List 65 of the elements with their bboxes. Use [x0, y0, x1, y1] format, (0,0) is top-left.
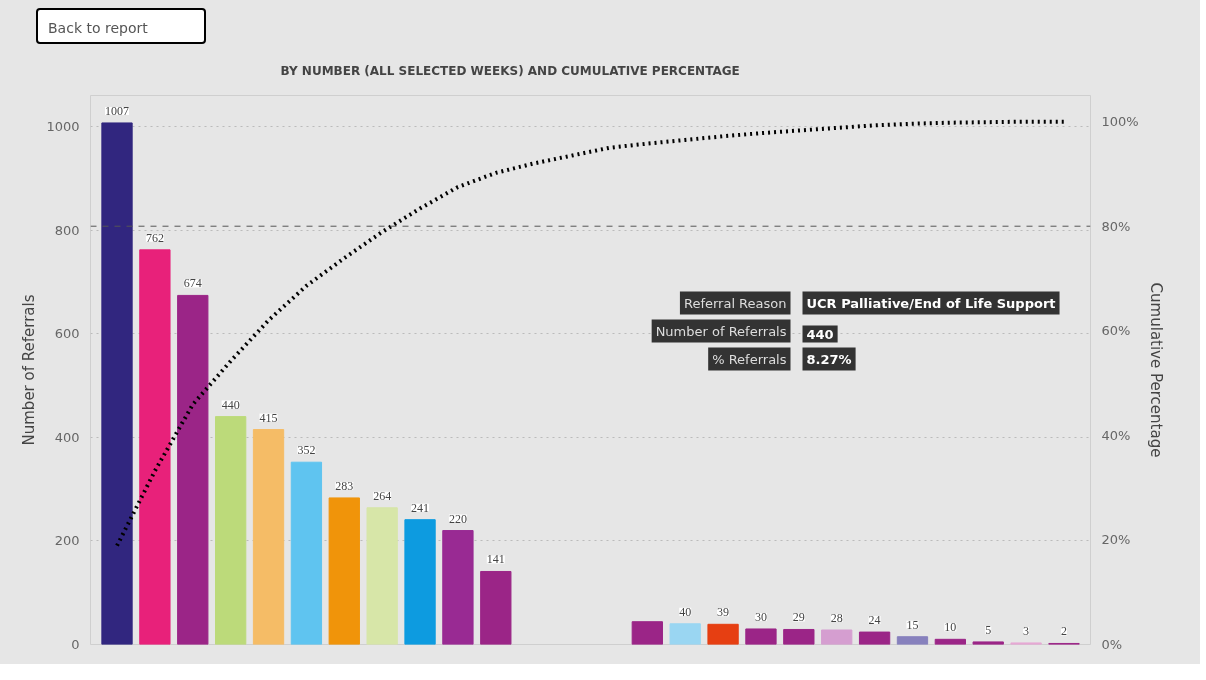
bar — [252, 429, 285, 645]
y2-axis-title: Cumulative Percentage — [1146, 282, 1165, 458]
bar — [821, 629, 853, 645]
bar — [480, 570, 512, 645]
chart-title: BY NUMBER (ALL SELECTED WEEKS) AND CUMULATIVE PERCENTAGE — [280, 64, 740, 78]
bar — [896, 636, 929, 645]
annotation: Referral Reason — [683, 295, 787, 311]
bar — [404, 519, 436, 645]
bar — [442, 530, 474, 645]
bar — [783, 628, 815, 645]
data-label: 5 — [985, 622, 992, 637]
data-label: 39 — [717, 605, 730, 620]
data-label: 220 — [448, 511, 467, 526]
bar — [972, 641, 1004, 645]
data-label: 29 — [792, 610, 805, 625]
y-axis-title: Number of Referrals — [20, 294, 39, 446]
data-label: 415 — [259, 410, 278, 425]
annotation: Number of Referrals — [655, 323, 787, 339]
y2-tick-label: 40% — [1101, 427, 1131, 443]
annotation: 8.27% — [806, 351, 852, 367]
y-tick-label: 1000 — [46, 119, 80, 135]
data-label: 1007 — [105, 103, 130, 118]
data-label: 141 — [486, 552, 505, 567]
data-label: 241 — [411, 500, 430, 515]
y-tick-label: 400 — [54, 429, 80, 445]
bar — [139, 249, 171, 645]
bar — [290, 461, 323, 645]
data-label: 3 — [1023, 623, 1030, 638]
data-label: 28 — [830, 611, 843, 625]
bar — [669, 623, 701, 645]
bar — [707, 623, 739, 645]
line-series — [115, 119, 1066, 548]
annotation: UCR Palliative/End of Life Support — [806, 295, 1056, 311]
y-tick-label: 800 — [54, 222, 80, 238]
data-label: 15 — [906, 617, 919, 632]
data-label: 264 — [373, 488, 392, 503]
bar — [177, 294, 209, 645]
data-label: 10 — [944, 620, 957, 635]
y2-tick-label: 80% — [1101, 218, 1131, 234]
bar — [215, 416, 247, 645]
y2-tick-label: 0% — [1101, 637, 1123, 652]
bar — [366, 507, 398, 645]
bar — [745, 628, 777, 645]
y-tick-label: 600 — [54, 326, 80, 342]
annotation: 440 — [806, 326, 834, 342]
data-label: 30 — [754, 609, 767, 624]
bar — [631, 621, 663, 645]
data-label: 283 — [335, 478, 354, 493]
data-label: 40 — [679, 604, 692, 619]
y2-tick-label: 20% — [1101, 532, 1131, 548]
text: Back to report — [48, 19, 148, 38]
data-label: 762 — [145, 230, 164, 245]
bar — [328, 497, 360, 645]
bar — [858, 631, 891, 645]
y2-tick-label: 100% — [1101, 114, 1139, 130]
data-label: 2 — [1060, 624, 1067, 639]
y-tick-label: 200 — [54, 533, 80, 549]
y-tick-label: 0 — [71, 637, 80, 652]
data-label: 440 — [221, 397, 240, 412]
y2-tick-label: 60% — [1101, 323, 1131, 339]
annotation: % Referrals — [712, 351, 787, 367]
data-label: 24 — [868, 613, 881, 628]
data-label: 674 — [183, 276, 202, 291]
data-label: 352 — [297, 443, 316, 458]
bar — [101, 122, 133, 645]
